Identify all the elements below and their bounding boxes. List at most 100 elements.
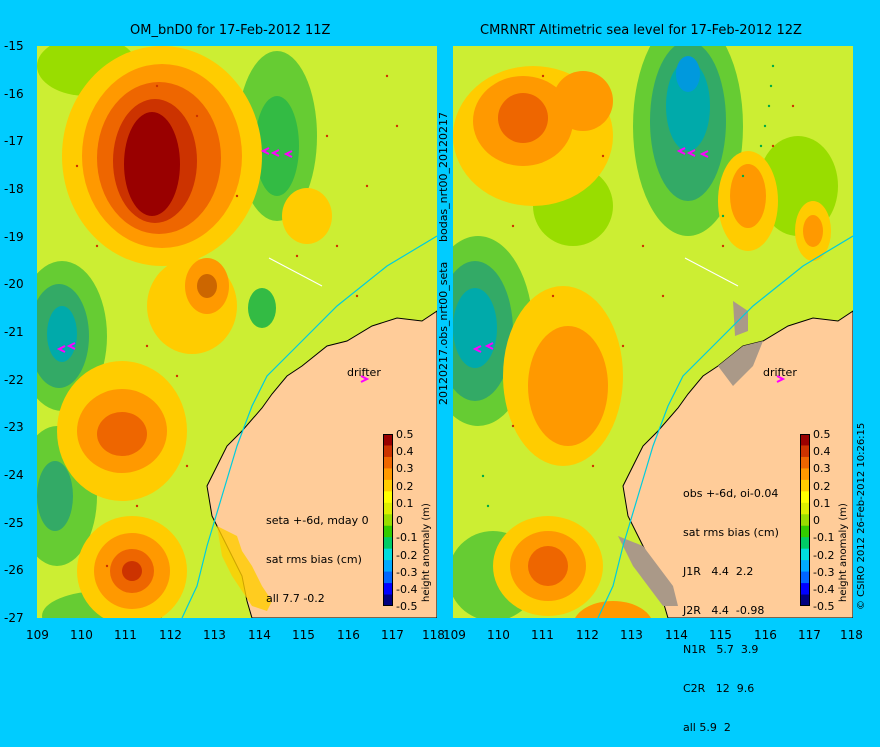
colorbar-segment [383,514,393,527]
left-panel-title: OM_bnD0 for 17-Feb-2012 11Z [130,23,331,38]
lat-tick: -27 [4,611,24,625]
colorbar-tick: 0.4 [813,445,831,458]
lat-tick: -16 [4,87,24,101]
colorbar-segment [800,479,810,492]
colorbar-tick: 0 [813,514,820,527]
lon-tick: 109 [26,628,49,642]
lon-tick: 118 [422,628,445,642]
lon-tick: 115 [292,628,315,642]
colorbar-segment [800,583,810,596]
colorbar-tick: -0.2 [813,549,835,562]
lon-tick: 116 [337,628,360,642]
colorbar-segment [800,514,810,527]
colorbar-tick: -0.3 [396,566,418,579]
lat-tick: -18 [4,182,24,196]
lon-tick: 112 [576,628,599,642]
stats-line: sat rms bias (cm) [683,526,779,539]
lat-tick: -24 [4,468,24,482]
colorbar-tick: 0.2 [813,480,831,493]
lon-tick: 115 [709,628,732,642]
colorbar-tick: 0.1 [813,497,831,510]
colorbar-tick: -0.5 [396,600,418,613]
colorbar-segment [383,445,393,458]
colorbar-segment [800,525,810,538]
colorbar-segment [383,502,393,515]
left-colorbar [383,434,393,606]
colorbar-border [800,434,810,606]
right-colorbar-label: height anomaly (m) [838,503,849,602]
lon-tick: 109 [443,628,466,642]
stats-line: J1R 4.4 2.2 [683,565,754,578]
lon-tick: 111 [114,628,137,642]
colorbar-tick: 0.5 [396,428,414,441]
colorbar-border [383,434,393,606]
stats-line: seta +-6d, mday 0 [266,514,369,527]
colorbar-segment [383,548,393,561]
colorbar-tick: 0.5 [813,428,831,441]
colorbar-segment [800,491,810,504]
colorbar-segment [800,560,810,573]
colorbar-segment [383,537,393,550]
right-drifter-label: drifter [763,366,797,379]
colorbar-segment [800,456,810,469]
colorbar-segment [383,594,393,606]
lon-tick: 114 [248,628,271,642]
lon-tick: 117 [798,628,821,642]
lon-tick: 116 [754,628,777,642]
colorbar-segment [383,525,393,538]
left-stats-box: seta +-6d, mday 0 sat rms bias (cm) all … [266,488,369,618]
stats-line: N1R 5.7 3.9 [683,643,759,656]
lat-tick: -26 [4,563,24,577]
lon-tick: 110 [487,628,510,642]
lon-tick: 117 [381,628,404,642]
stats-line: all 7.7 -0.2 [266,592,325,605]
lat-tick: -21 [4,325,24,339]
stats-line: C2R 12 9.6 [683,682,755,695]
colorbar-tick: 0.2 [396,480,414,493]
colorbar-tick: -0.1 [813,531,835,544]
lon-tick: 111 [531,628,554,642]
colorbar-tick: 0 [396,514,403,527]
colorbar-segment [383,491,393,504]
colorbar-tick: -0.5 [813,600,835,613]
colorbar-tick: -0.1 [396,531,418,544]
lon-tick: 112 [159,628,182,642]
colorbar-segment [383,434,393,446]
obs-run-label: 20120217.obs_nrt00_seta [437,261,450,405]
colorbar-segment [383,479,393,492]
lon-tick: 110 [70,628,93,642]
lat-tick: -19 [4,230,24,244]
lat-tick: -25 [4,516,24,530]
right-panel-title: CMRNRT Altimetric sea level for 17-Feb-2… [480,23,802,38]
colorbar-segment [800,468,810,481]
colorbar-tick: -0.4 [813,583,835,596]
stats-line: obs +-6d, oi-0.04 [683,487,779,500]
colorbar-segment [383,468,393,481]
colorbar-segment [383,560,393,573]
stats-line: all 5.9 2 [683,721,731,734]
right-map-panel [453,46,853,618]
colorbar-segment [800,434,810,446]
lat-tick: -22 [4,373,24,387]
lat-tick: -17 [4,134,24,148]
colorbar-segment [800,594,810,606]
right-stats-box: obs +-6d, oi-0.04 sat rms bias (cm) J1R … [683,461,779,747]
colorbar-segment [383,571,393,584]
stats-line: sat rms bias (cm) [266,553,362,566]
colorbar-tick: 0.1 [396,497,414,510]
colorbar-segment [800,571,810,584]
lat-tick: -15 [4,39,24,53]
lat-tick: -23 [4,420,24,434]
lon-tick: 113 [620,628,643,642]
colorbar-tick: 0.4 [396,445,414,458]
colorbar-segment [383,583,393,596]
colorbar-segment [800,537,810,550]
lon-tick: 114 [665,628,688,642]
left-drifter-label: drifter [347,366,381,379]
colorbar-tick: -0.3 [813,566,835,579]
copyright-credit: © CSIRO 2012 26-Feb-2012 10:26:15 [856,422,867,610]
colorbar-segment [383,456,393,469]
lon-tick: 118 [840,628,863,642]
lon-tick: 113 [203,628,226,642]
right-colorbar [800,434,810,606]
